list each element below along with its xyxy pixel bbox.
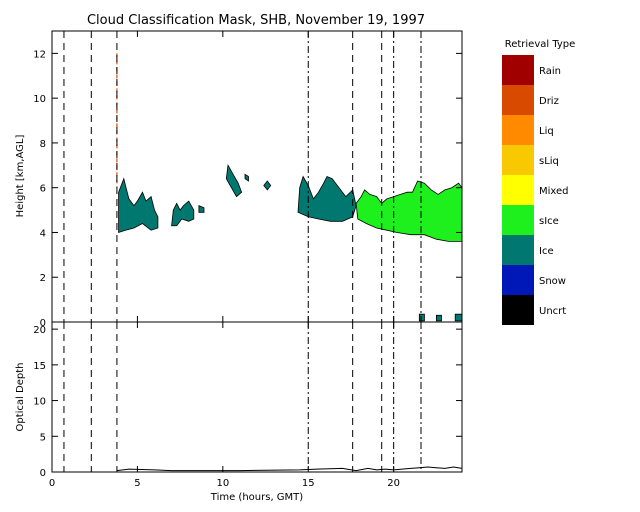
optical-depth-tick-label: 15: [33, 361, 46, 372]
legend-label-rain: Rain: [539, 66, 561, 77]
time-axis-label: Time (hours, GMT): [210, 492, 304, 503]
cloud-region-ice: [454, 313, 463, 322]
height-panel: 0 2 4 6 8 10 12 Height [km,AGL]: [15, 30, 463, 329]
optical-depth-line: [116, 466, 463, 472]
legend-label-mixed: Mixed: [539, 186, 569, 197]
optical-depth-tick-label: 10: [33, 397, 46, 408]
legend-swatch-uncrt: [502, 295, 534, 325]
height-panel-frame: [51, 30, 463, 323]
height-tick-label: 0: [40, 318, 46, 329]
cloud-region-sice: [355, 180, 463, 242]
optical-depth-series: [116, 466, 463, 472]
height-tick-label: 6: [40, 184, 46, 195]
time-tick-label: 10: [216, 478, 229, 489]
legend-swatch-rain: [502, 55, 534, 85]
time-tick-label: 0: [49, 478, 55, 489]
legend-swatch-mixed: [502, 175, 534, 205]
optical-depth-axis-label: Optical Depth: [15, 363, 26, 432]
time-tick-label: 20: [387, 478, 400, 489]
legend-label-uncrt: Uncrt: [539, 306, 566, 317]
cloud-region-ice: [435, 314, 442, 322]
optical-depth-tick-label: 20: [33, 325, 46, 336]
cloud-region-ice: [263, 180, 272, 191]
time-tick-label: 5: [134, 478, 140, 489]
legend: Retrieval Type Rain Driz Liq sLiq Mixed sIce I…: [502, 39, 575, 325]
legend-swatch-sice: [502, 205, 534, 235]
legend-label-liq: Liq: [539, 126, 554, 137]
cloud-region-ice: [118, 177, 159, 234]
time-markers-top: [63, 31, 422, 322]
legend-label-sliq: sLiq: [539, 156, 559, 167]
time-markers-bottom: [63, 322, 422, 472]
legend-swatch-liq: [502, 115, 534, 145]
height-tick-label: 8: [40, 139, 46, 150]
time-axis-ticks: 0 5 10 15 20: [49, 322, 400, 489]
legend-title: Retrieval Type: [505, 39, 576, 50]
cloud-region-ice: [418, 313, 425, 322]
legend-label-ice: Ice: [539, 246, 554, 257]
height-axis-ticks: 0 2 4 6 8 10 12: [33, 49, 462, 329]
chart-title: Cloud Classification Mask, SHB, November…: [87, 13, 425, 28]
cloud-region-ice: [171, 200, 195, 227]
cloud-region-ice: [225, 164, 243, 198]
height-axis-label: Height [km,AGL]: [15, 135, 26, 218]
legend-label-snow: Snow: [539, 276, 566, 287]
legend-label-sice: sIce: [539, 216, 559, 227]
time-tick-label: 15: [302, 478, 315, 489]
legend-label-driz: Driz: [539, 96, 559, 107]
cloud-region-ice: [244, 173, 249, 182]
optical-depth-panel: 0 5 10 15 20 0 5 10 15 20 Optical Depth Time (ho…: [15, 321, 463, 503]
height-tick-label: 4: [40, 228, 46, 239]
optical-depth-panel-frame: [51, 321, 463, 473]
height-tick-label: 10: [33, 94, 46, 105]
legend-swatch-driz: [502, 85, 534, 115]
legend-swatch-ice: [502, 235, 534, 265]
cloud-region-ice: [198, 204, 205, 213]
cloud-region-ice: [297, 175, 357, 222]
optical-depth-axis-ticks: 0 5 10 15 20: [33, 325, 462, 479]
legend-swatch-sliq: [502, 145, 534, 175]
height-panel-xticks: [51, 31, 395, 322]
legend-swatch-snow: [502, 265, 534, 295]
optical-depth-tick-label: 0: [40, 468, 46, 479]
height-tick-label: 12: [33, 49, 46, 60]
cloud-regions: [116, 53, 463, 322]
optical-depth-tick-label: 5: [40, 432, 46, 443]
height-tick-label: 2: [40, 273, 46, 284]
